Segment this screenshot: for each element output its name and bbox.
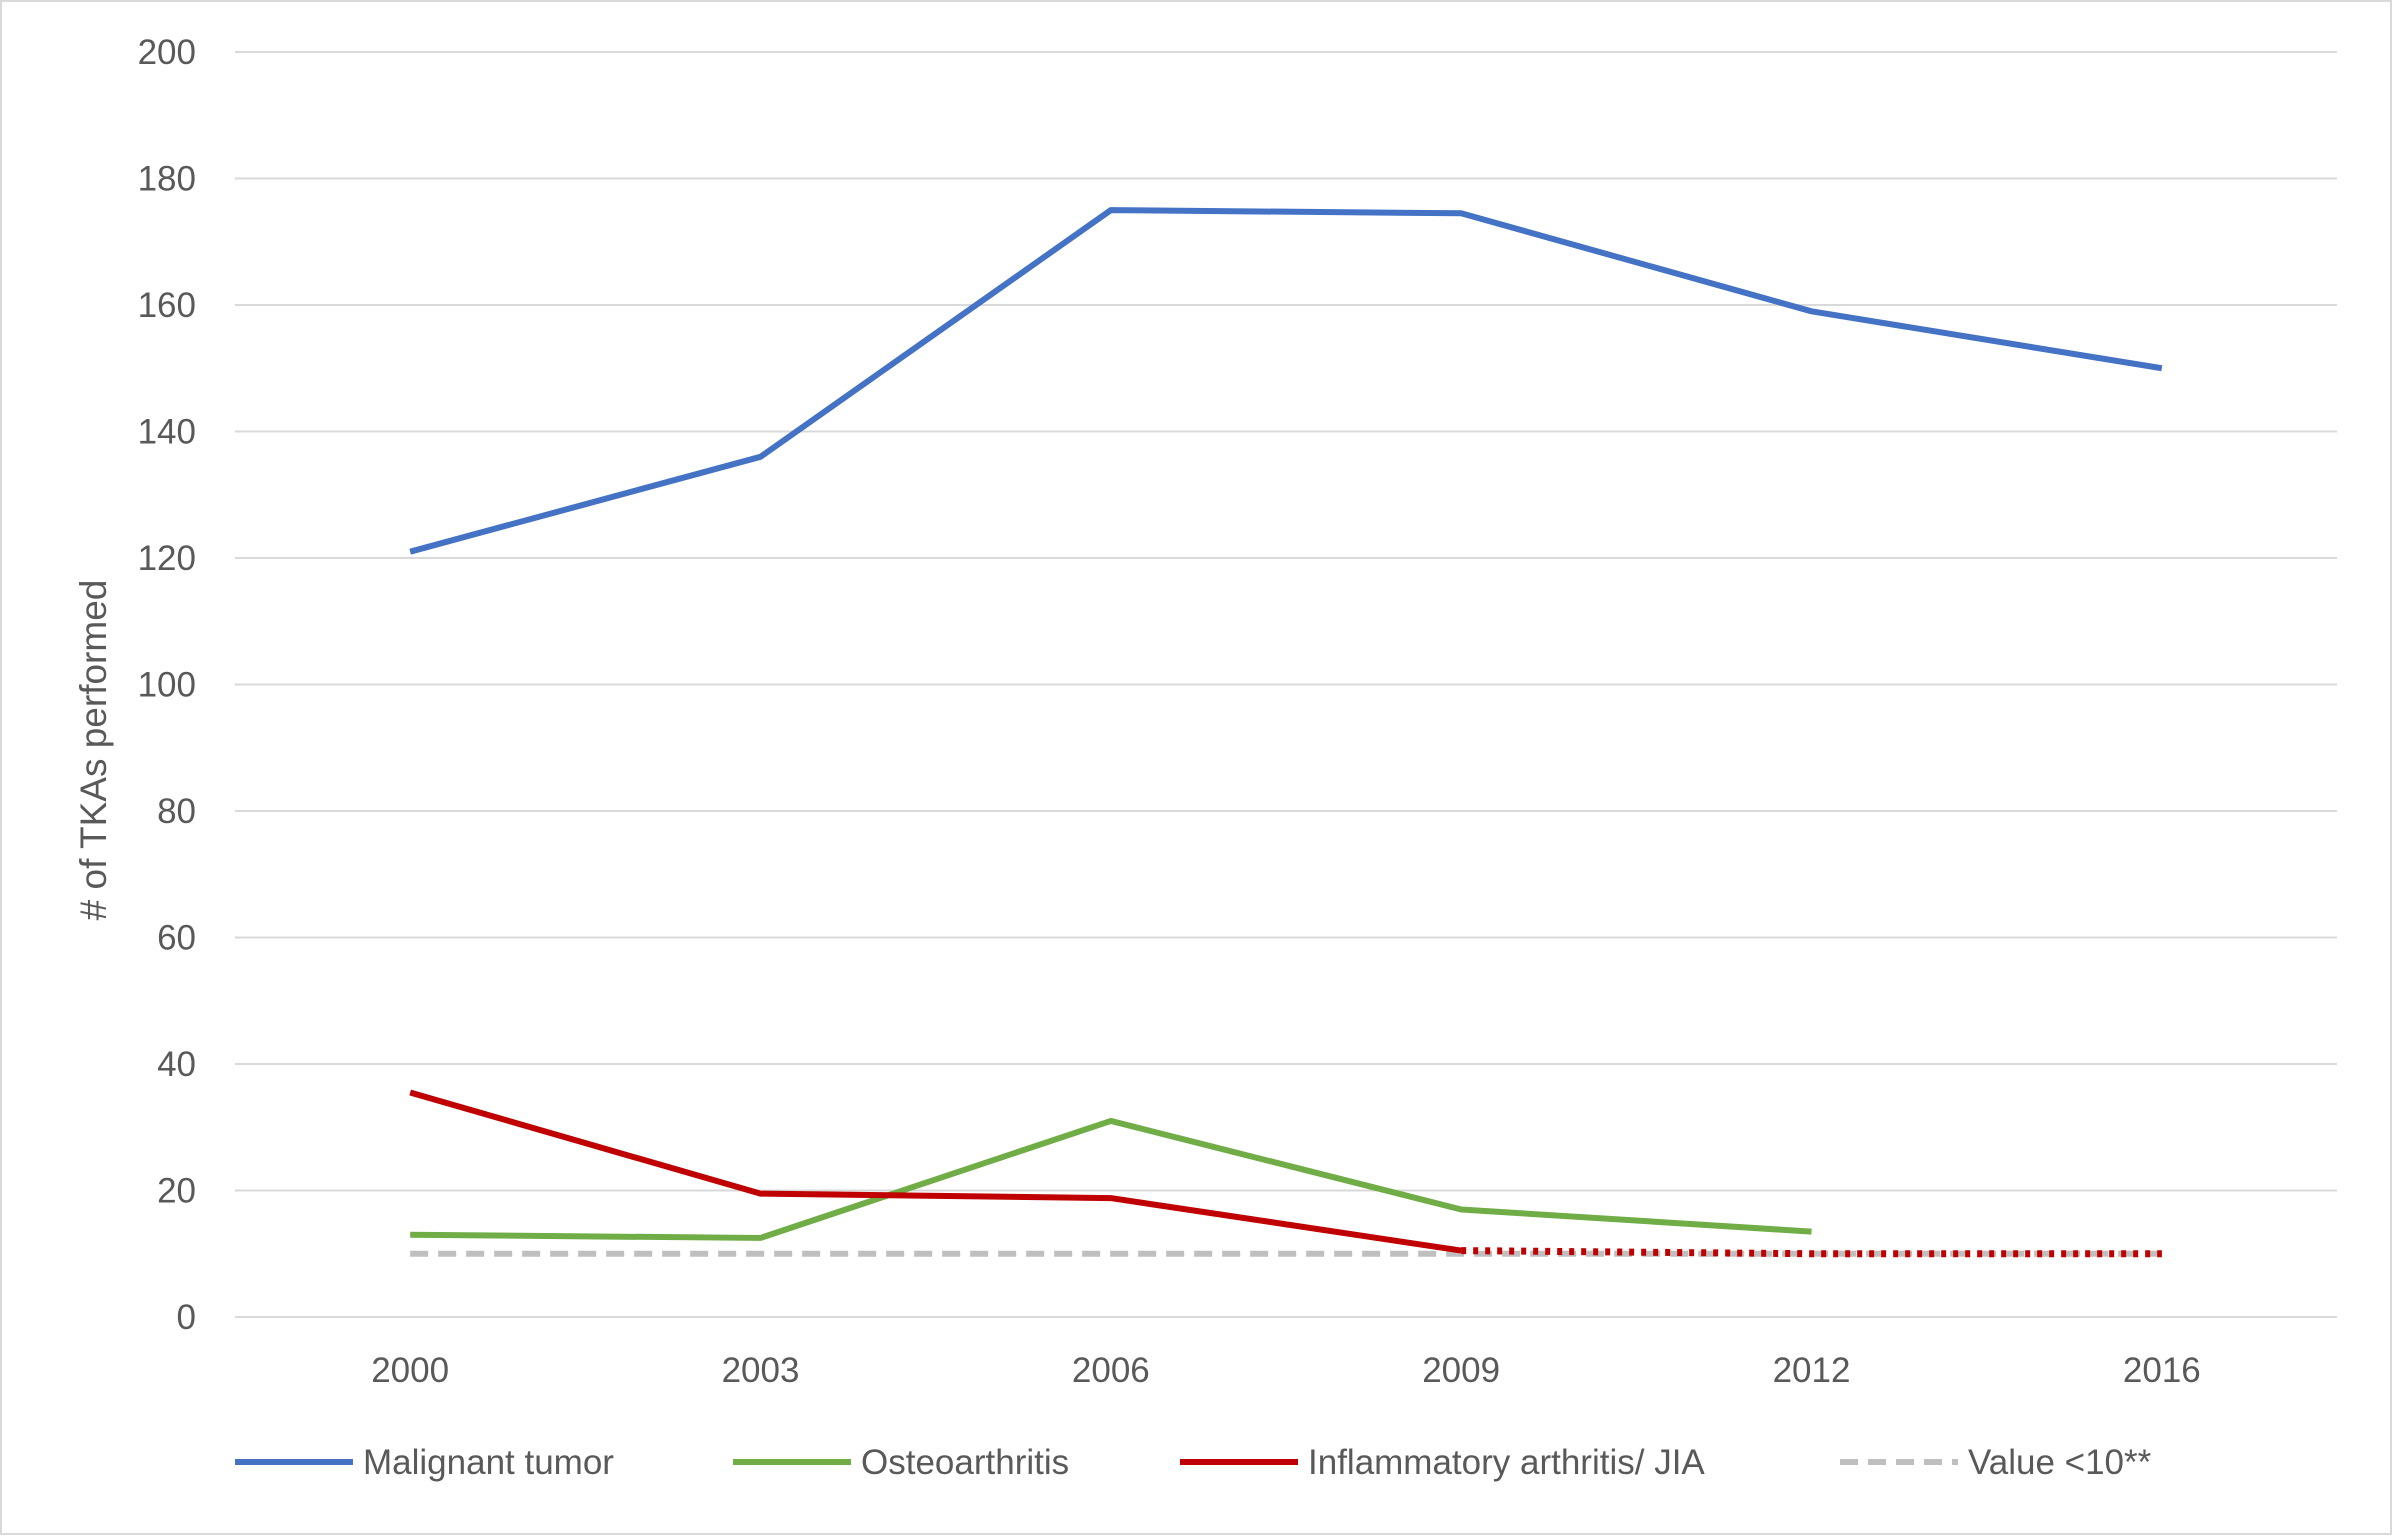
y-tick-labels: 0 20 40 60 80 100 120 140 160 180 200	[138, 33, 196, 1337]
y-tick-label: 120	[138, 539, 196, 578]
series-line-malignant-tumor	[409, 207, 2163, 555]
x-tick-labels: 2000 2003 2006 2009 2012 2016	[371, 1351, 2201, 1390]
series-line-osteoarthritis	[410, 1117, 1812, 1241]
y-tick-label: 100	[138, 666, 196, 705]
legend-label: Malignant tumor	[363, 1443, 614, 1482]
legend-label: Value <10**	[1968, 1443, 2152, 1482]
y-tick-label: 0	[177, 1298, 196, 1337]
legend-label: Inflammatory arthritis/ JIA	[1308, 1443, 1705, 1482]
x-tick-label: 2003	[722, 1351, 800, 1390]
x-tick-label: 2009	[1422, 1351, 1500, 1390]
y-tick-label: 200	[138, 33, 196, 72]
legend: Malignant tumor Osteoarthritis Inflammator…	[235, 1443, 2152, 1482]
y-tick-label: 80	[157, 792, 196, 831]
y-axis-label: # of TKAs performed	[73, 580, 114, 921]
y-tick-label: 140	[138, 413, 196, 452]
series-line-inflammatory-arthritis-jia	[409, 1089, 1462, 1254]
gridlines	[235, 51, 2337, 1318]
y-tick-label: 160	[138, 286, 196, 325]
x-tick-label: 2016	[2123, 1351, 2201, 1390]
x-tick-label: 2012	[1773, 1351, 1851, 1390]
y-tick-label: 40	[157, 1045, 196, 1084]
x-tick-label: 2006	[1072, 1351, 1150, 1390]
x-tick-label: 2000	[371, 1351, 449, 1390]
series-overlay-dotted	[1461, 1247, 2162, 1258]
y-tick-label: 60	[157, 919, 196, 958]
y-tick-label: 180	[138, 160, 196, 199]
y-tick-label: 20	[157, 1172, 196, 1211]
legend-label: Osteoarthritis	[861, 1443, 1069, 1482]
series-lines	[409, 207, 2163, 1258]
